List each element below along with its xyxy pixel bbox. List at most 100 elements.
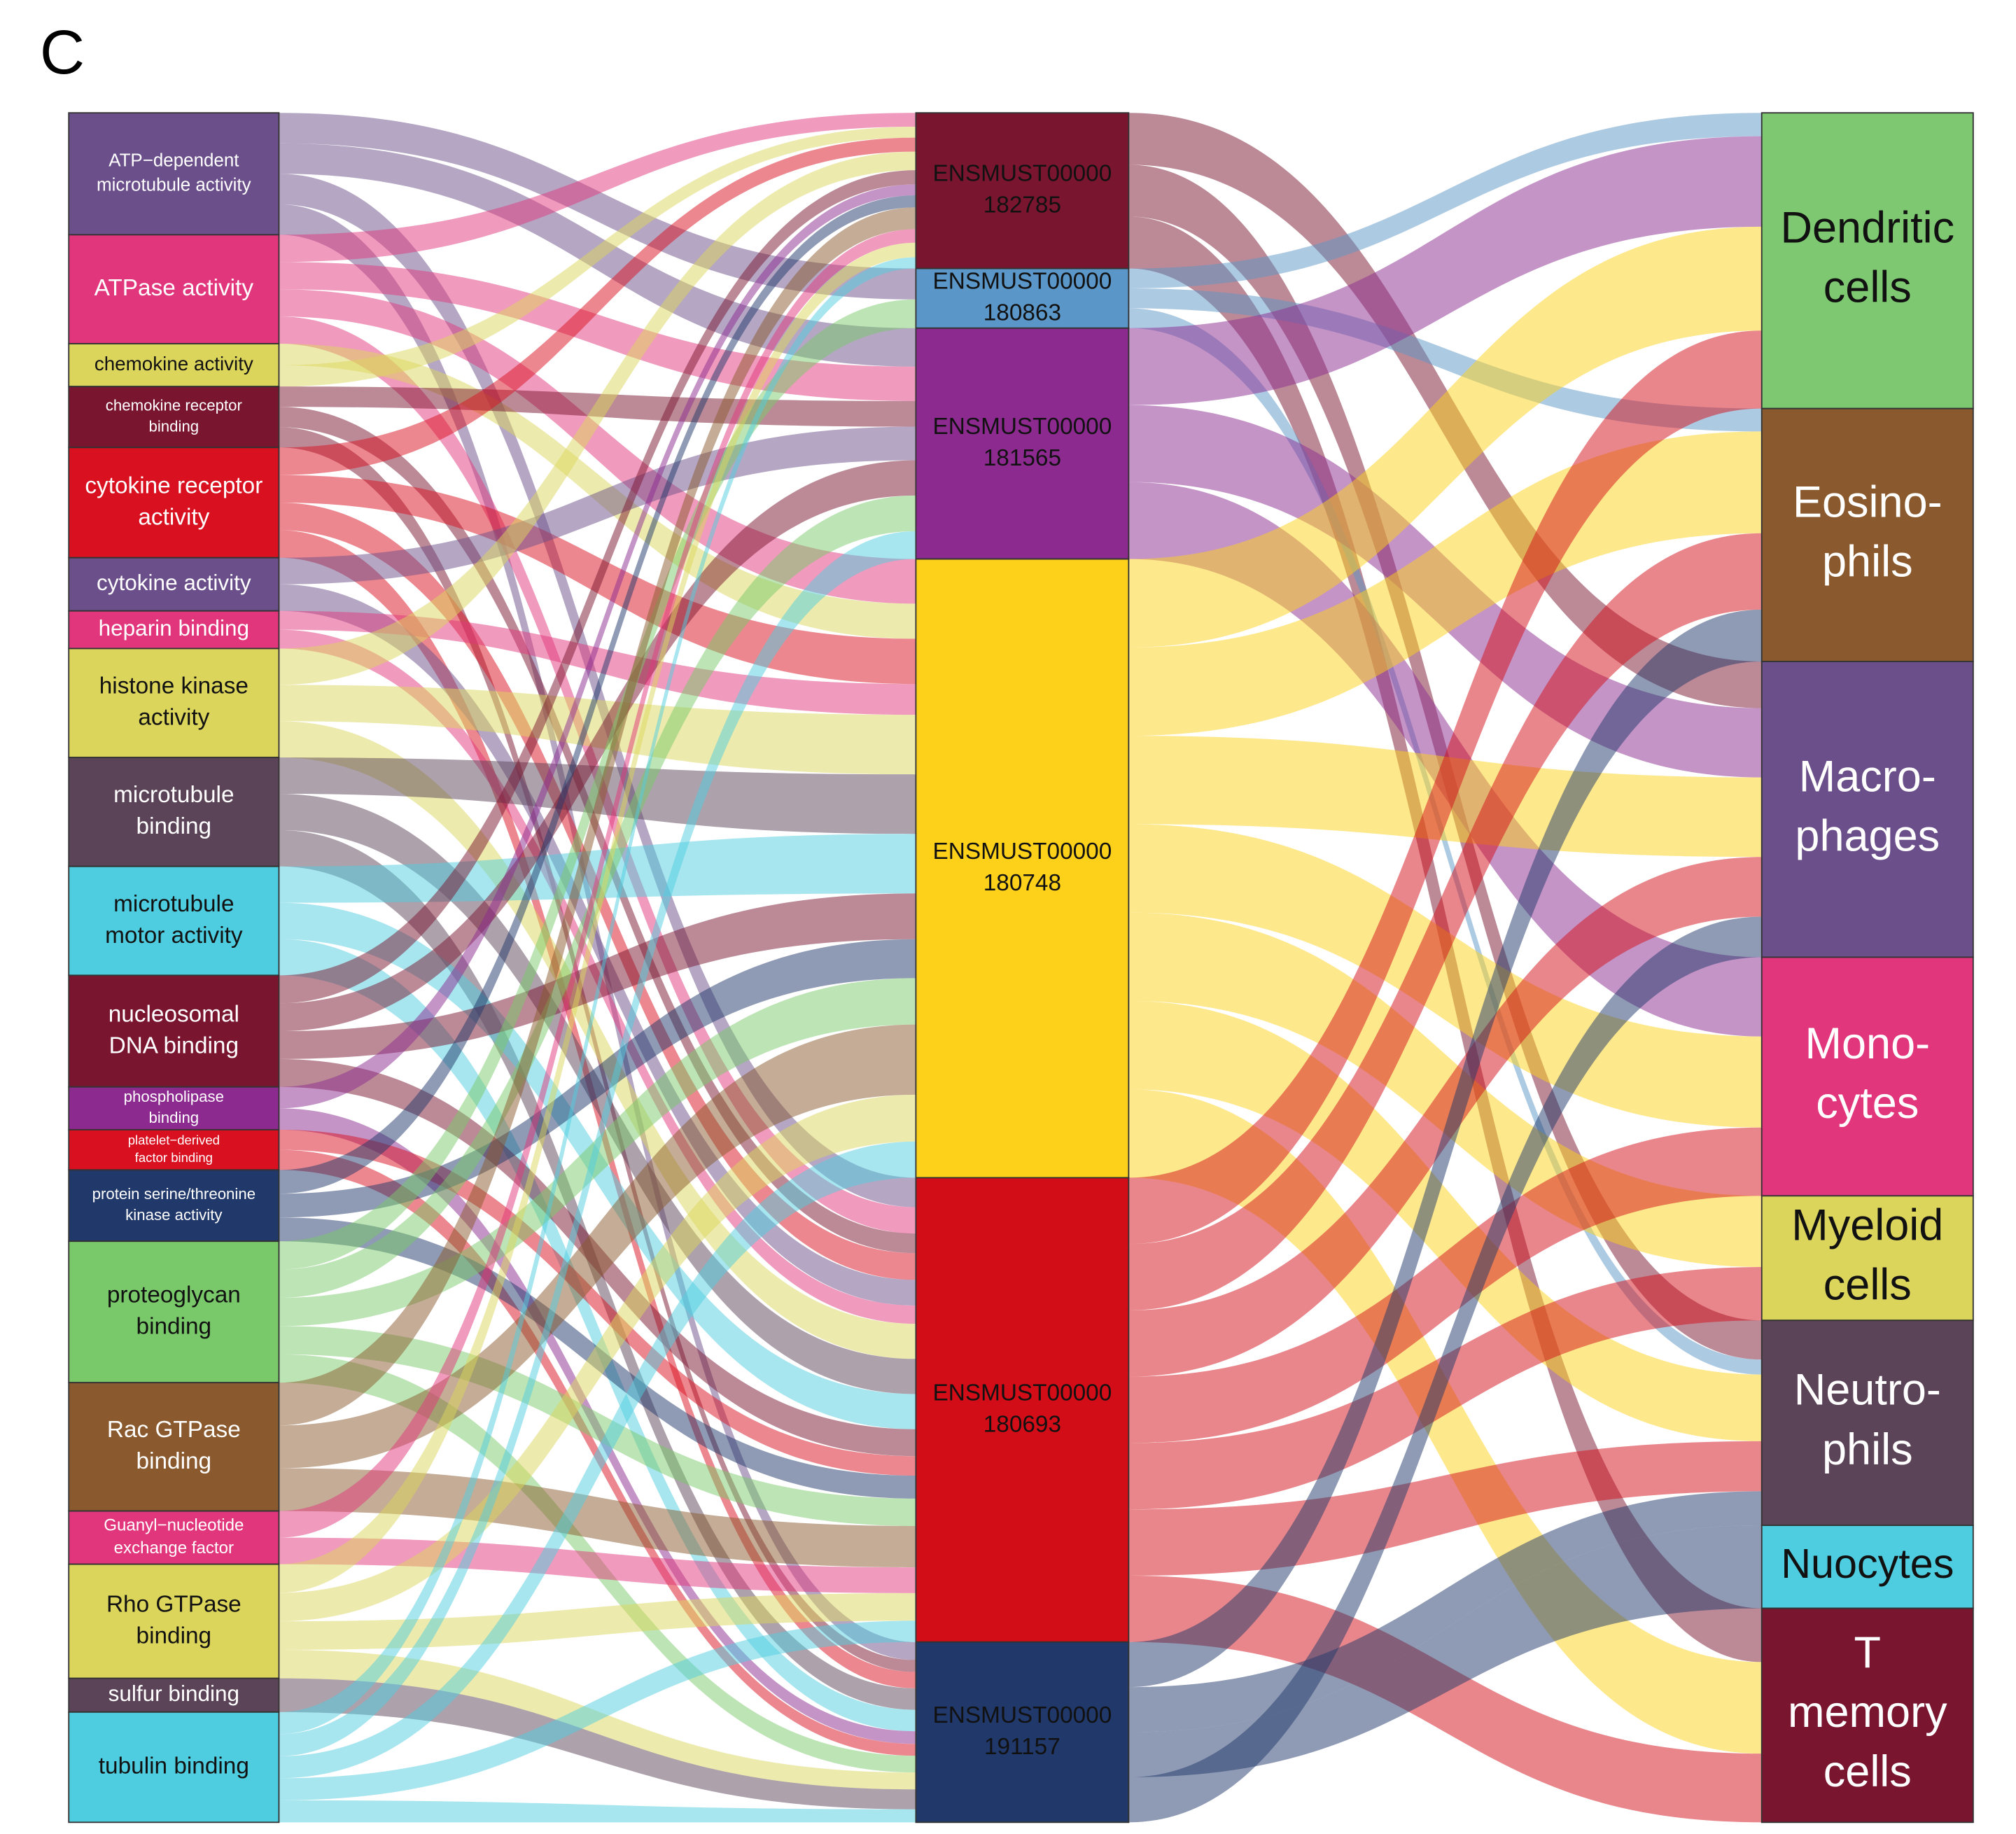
flow (279, 1468, 916, 1568)
node-label: nucleosomal (108, 1001, 239, 1027)
node-label: binding (149, 418, 200, 435)
flow (279, 207, 916, 1426)
node-label: binding (136, 1623, 212, 1648)
flow (279, 257, 916, 1735)
node-label: 180748 (983, 870, 1061, 896)
node-label: kinase activity (125, 1206, 223, 1224)
node-label: T (1854, 1628, 1881, 1677)
node (68, 1677, 280, 1713)
flow (1128, 1576, 1762, 1823)
node (915, 1641, 1130, 1823)
flow (279, 195, 916, 1194)
flow (279, 1024, 916, 1469)
flow (279, 242, 916, 1593)
node (68, 974, 280, 1088)
node (68, 1169, 280, 1242)
flow (279, 1326, 916, 1526)
node-label: cells (1823, 1260, 1912, 1309)
node (915, 558, 1130, 1179)
node (68, 757, 280, 867)
node-label: microtubule (113, 891, 234, 917)
node-label: 181565 (983, 445, 1061, 471)
flow (279, 893, 916, 1059)
flow (279, 531, 916, 1756)
node (1760, 956, 1974, 1197)
node (1760, 1525, 1974, 1609)
node (1760, 407, 1974, 662)
flow (279, 460, 916, 1032)
node-label: Macro- (1799, 752, 1936, 801)
node (68, 648, 280, 759)
flow (1128, 824, 1762, 1128)
node-label: activity (138, 705, 209, 731)
node-label: memory (1788, 1688, 1947, 1737)
node-label: cytokine activity (97, 570, 251, 595)
flow (279, 344, 916, 639)
node-label: phospholipase (124, 1088, 224, 1105)
node-label: microtubule activity (97, 176, 251, 195)
flows (279, 113, 1762, 1823)
node-label: binding (149, 1109, 200, 1126)
flow (279, 113, 916, 262)
flow (279, 1129, 916, 1476)
node-label: 182785 (983, 192, 1061, 218)
flow (279, 137, 916, 475)
flow (279, 1094, 916, 1622)
flow (1128, 288, 1762, 432)
node (1760, 661, 1974, 958)
node (68, 447, 280, 559)
node-label: 180693 (983, 1411, 1061, 1437)
node-label: platelet−derived (128, 1133, 220, 1147)
flow (279, 127, 916, 387)
node-label: heparin binding (99, 615, 249, 640)
flow (279, 1800, 916, 1823)
nodes: ATP−dependent microtubule activity ATPase … (68, 112, 1974, 1823)
flow (1128, 136, 1762, 405)
node-label: Myeloid (1791, 1200, 1943, 1250)
node-label: chemokine receptor (106, 397, 243, 414)
node (68, 343, 280, 388)
flow (279, 721, 916, 1359)
node-label: cytes (1816, 1079, 1919, 1128)
flow (1128, 609, 1762, 1688)
node (1760, 112, 1974, 410)
flow (1128, 226, 1762, 648)
node-label: Rho GTPase (106, 1591, 241, 1617)
flow (1128, 857, 1762, 1377)
panel-label: C (40, 17, 85, 87)
flow (279, 170, 916, 1004)
flow (279, 151, 916, 685)
node-label: binding (136, 1314, 212, 1340)
node-label: ENSMUST00000 (932, 839, 1112, 864)
node-label: ENSMUST00000 (932, 1702, 1112, 1728)
node-label: exchange factor (114, 1539, 234, 1558)
node (68, 386, 280, 449)
node (68, 1382, 280, 1512)
node-label: Rac GTPase (107, 1417, 241, 1443)
node-label: activity (138, 504, 209, 530)
flow (279, 834, 916, 903)
flow (279, 113, 916, 300)
node-label: cells (1823, 1747, 1912, 1796)
node (68, 610, 280, 650)
node-label: factor binding (135, 1150, 213, 1165)
flow (279, 407, 916, 1254)
node-label: ENSMUST00000 (932, 268, 1112, 294)
flow (279, 939, 916, 1732)
node (68, 1563, 280, 1679)
node (68, 556, 280, 612)
flow (279, 685, 916, 775)
node-label: phils (1822, 537, 1913, 586)
flow (279, 495, 916, 1298)
node-label: histone kinase (99, 673, 248, 699)
node (915, 1177, 1130, 1643)
node-label: cells (1823, 263, 1912, 312)
node (68, 1128, 280, 1171)
node (1760, 1607, 1974, 1823)
flow (1128, 1491, 1762, 1732)
node (1760, 1320, 1974, 1526)
node-label: phils (1822, 1425, 1913, 1474)
node-label: cytokine receptor (85, 472, 262, 498)
